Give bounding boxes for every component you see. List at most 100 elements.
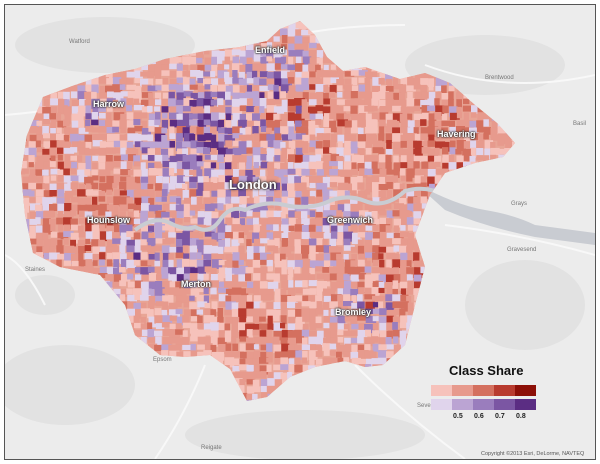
ward-cell <box>203 273 209 282</box>
ward-cell <box>141 112 148 119</box>
ward-cell <box>379 217 390 228</box>
ward-cell <box>36 99 43 108</box>
ward-cell <box>315 351 323 357</box>
ward-cell <box>106 78 115 85</box>
ward-cell <box>203 323 211 335</box>
ward-cell <box>127 315 135 326</box>
ward-cell <box>504 148 513 156</box>
ward-cell <box>463 134 471 144</box>
ward-cell <box>126 182 137 190</box>
ward-cell <box>372 308 381 314</box>
ward-cell <box>141 364 149 371</box>
ward-cell <box>330 176 341 187</box>
ward-cell <box>204 21 214 24</box>
ward-cell <box>140 189 152 200</box>
ward-cell <box>217 154 224 163</box>
ward-cell <box>245 50 255 60</box>
ward-cell <box>245 259 253 271</box>
ward-cell <box>253 120 261 127</box>
ward-cell <box>148 232 154 242</box>
ward-cell <box>239 343 246 352</box>
ward-cell <box>414 294 423 301</box>
ward-cell <box>182 21 194 32</box>
ward-cell <box>225 288 233 295</box>
ward-cell <box>239 358 250 369</box>
ward-cell <box>294 344 303 351</box>
ward-cell <box>420 182 427 191</box>
ward-cell <box>246 371 256 383</box>
ward-cell <box>85 329 91 337</box>
ward-cell <box>322 365 333 376</box>
ward-cell <box>420 28 429 35</box>
ward-cell <box>308 196 315 207</box>
ward-cell <box>231 336 237 346</box>
ward-cell <box>295 120 302 131</box>
ward-cell <box>168 344 179 356</box>
ward-cell <box>295 29 302 39</box>
ward-cell <box>210 274 221 285</box>
ward-cell <box>287 260 299 270</box>
ward-cell <box>190 161 201 170</box>
ward-cell <box>211 211 219 219</box>
ward-cell <box>169 162 179 174</box>
ward-cell <box>266 56 273 62</box>
ward-cell <box>385 337 392 347</box>
ward-cell <box>477 106 485 114</box>
legend-tick: 0.8 <box>516 413 526 420</box>
ward-cell <box>217 217 225 227</box>
ward-cell <box>427 245 436 257</box>
ward-cell <box>253 364 260 374</box>
ward-cell <box>238 281 250 287</box>
ward-cell <box>497 126 509 135</box>
ward-cell <box>79 210 88 218</box>
ward-cell <box>336 371 344 381</box>
ward-cell <box>239 210 247 218</box>
ward-cell <box>344 259 356 271</box>
ward-cell <box>441 330 449 340</box>
ward-cell <box>260 351 268 362</box>
ward-cell <box>169 329 181 340</box>
ward-cell <box>280 253 286 261</box>
ward-cell <box>154 400 165 401</box>
ward-cell <box>400 99 411 108</box>
ward-cell <box>351 77 358 85</box>
ward-cell <box>323 140 331 149</box>
ward-cell <box>106 344 118 355</box>
ward-cell <box>140 317 146 325</box>
ward-cell <box>337 106 346 114</box>
ward-cell <box>56 330 64 337</box>
ward-cell <box>92 162 98 170</box>
ward-cell <box>280 393 287 400</box>
ward-cell <box>463 112 469 124</box>
ward-cell <box>134 141 143 148</box>
ward-cell <box>295 309 303 319</box>
ward-cell <box>189 323 199 334</box>
ward-cell <box>357 141 367 150</box>
ward-cell <box>92 204 101 211</box>
ward-cell <box>203 287 209 294</box>
legend-swatch-purple-1 <box>452 399 473 410</box>
ward-cell <box>106 308 116 315</box>
ward-cell <box>183 203 190 215</box>
ward-cell <box>421 295 431 304</box>
ward-cell <box>162 399 169 401</box>
ward-cell <box>21 232 29 240</box>
ward-cell <box>176 70 187 82</box>
ward-cell <box>203 295 209 304</box>
ward-cell <box>322 106 334 117</box>
ward-cell <box>239 50 247 60</box>
ward-cell <box>476 22 483 34</box>
ward-cell <box>385 99 395 109</box>
ward-cell <box>281 196 289 208</box>
ward-cell <box>203 357 212 364</box>
ward-cell <box>77 169 88 177</box>
ward-cell <box>133 302 143 313</box>
ward-cell <box>64 99 70 111</box>
ward-cell <box>443 308 451 318</box>
ward-cell <box>470 169 477 178</box>
ward-cell <box>477 246 484 254</box>
choropleth-map <box>5 17 595 459</box>
ward-cell <box>98 316 106 327</box>
ward-cell <box>22 71 32 78</box>
ward-cell <box>260 273 269 281</box>
